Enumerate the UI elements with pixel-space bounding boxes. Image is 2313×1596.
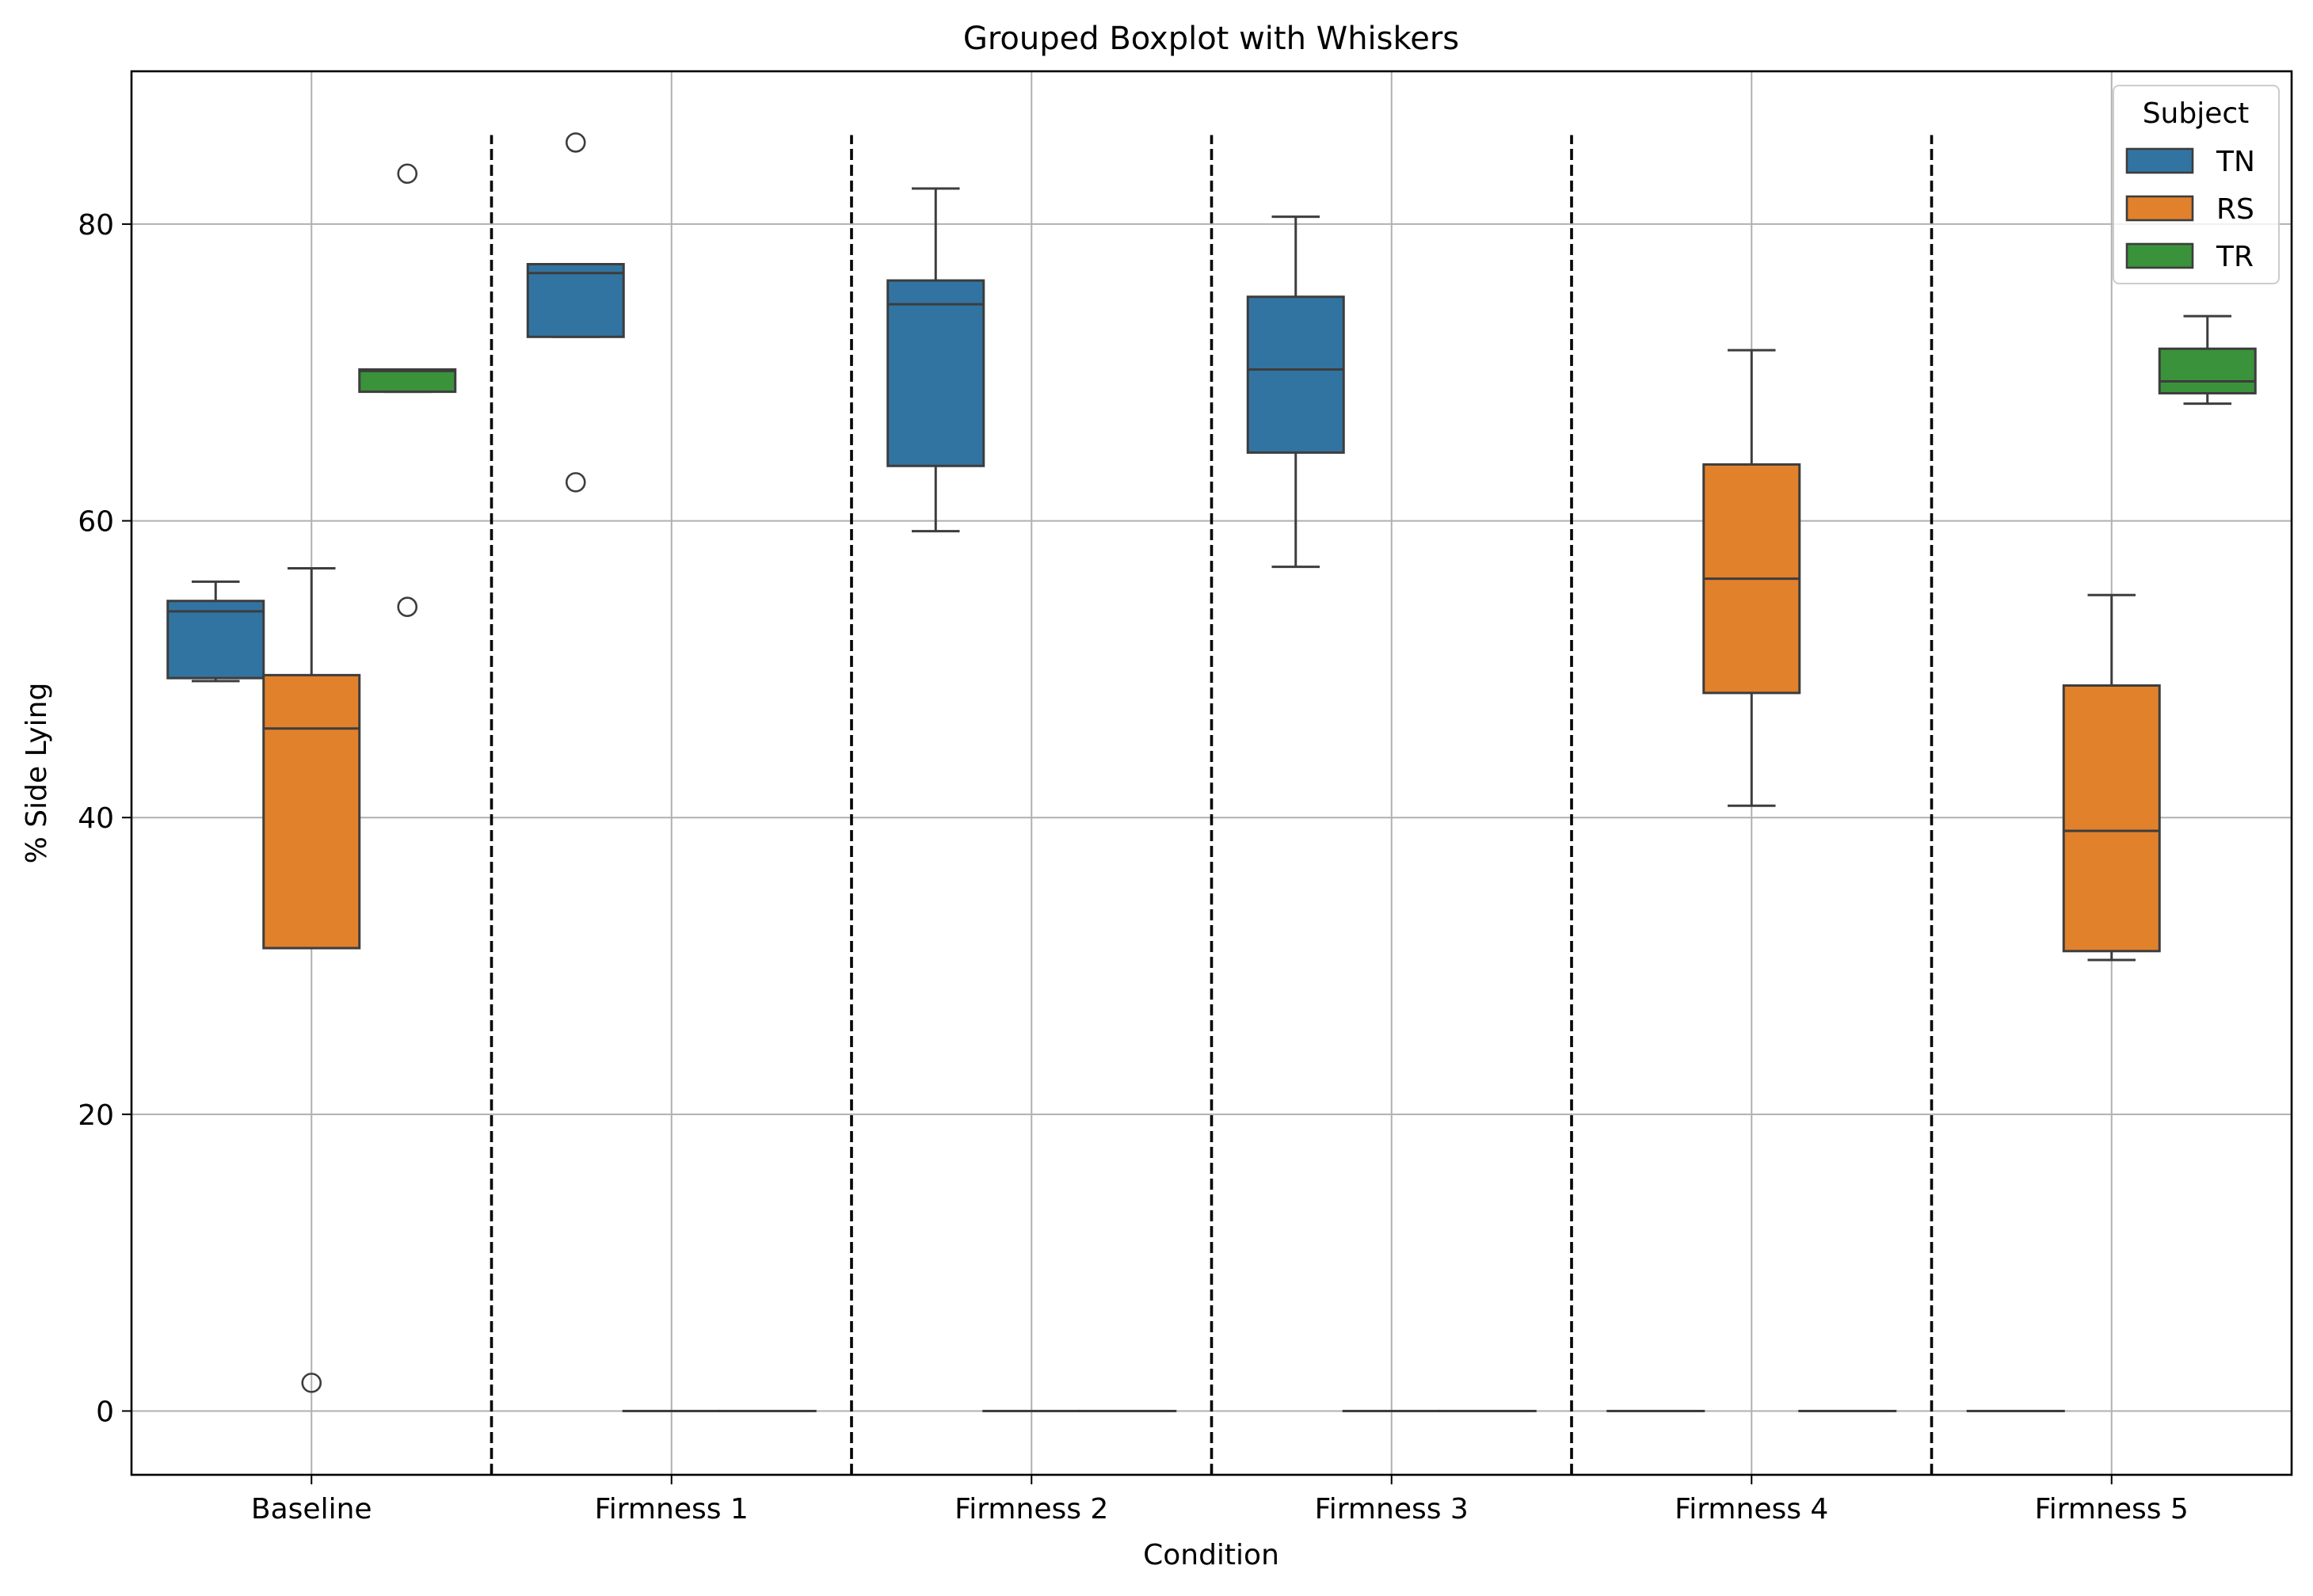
y-tick-label: 0 xyxy=(96,1396,114,1428)
box-layer xyxy=(166,132,2257,1412)
outlier-point xyxy=(397,163,418,185)
legend-items: TN RS TR xyxy=(2125,146,2255,273)
box-iqr xyxy=(526,263,625,338)
chart-title: Grouped Boxplot with Whiskers xyxy=(963,21,1459,57)
y-tick-label: 40 xyxy=(78,802,114,835)
box-tr-baseline xyxy=(358,163,457,618)
y-tick-label: 20 xyxy=(78,1099,114,1132)
legend-swatch-tr xyxy=(2125,242,2194,269)
y-tick-label: 60 xyxy=(78,506,114,539)
legend-swatch-tn xyxy=(2125,147,2194,174)
legend-label-tr: TR xyxy=(2216,241,2254,273)
x-tick-label: Firmness 4 xyxy=(1675,1493,1828,1526)
box-iqr xyxy=(886,279,985,467)
x-tick-label: Firmness 5 xyxy=(2035,1493,2189,1526)
box-iqr xyxy=(358,368,457,394)
legend-frame xyxy=(2113,85,2280,284)
box-tn-firmness-2 xyxy=(886,187,985,533)
outlier-point xyxy=(565,132,586,153)
x-tick-label: Baseline xyxy=(251,1493,372,1526)
legend-title: Subject xyxy=(2143,97,2250,130)
x-tick-label: Firmness 2 xyxy=(955,1493,1108,1526)
separator-layer xyxy=(490,135,1934,1475)
box-rs-firmness-4 xyxy=(1702,349,1801,807)
box-tn-firmness-1 xyxy=(526,132,625,493)
legend-label-tn: TN xyxy=(2216,146,2255,178)
box-rs-baseline xyxy=(262,567,361,1393)
x-axis-label: Condition xyxy=(1143,1539,1279,1571)
outlier-point xyxy=(397,596,418,618)
y-tick-label: 80 xyxy=(78,209,114,242)
x-tick-label: Firmness 3 xyxy=(1315,1493,1469,1526)
legend-swatch-rs xyxy=(2125,195,2194,222)
box-iqr xyxy=(166,600,265,680)
y-axis-label: % Side Lying xyxy=(21,683,53,864)
box-iqr xyxy=(2062,684,2161,953)
legend-label-rs: RS xyxy=(2216,193,2254,226)
outlier-point xyxy=(301,1373,322,1393)
legend: Subject TN RS TR xyxy=(2113,85,2280,284)
box-iqr xyxy=(2158,347,2257,394)
box-iqr xyxy=(262,673,361,950)
box-iqr xyxy=(1246,295,1345,454)
outlier-point xyxy=(565,472,586,493)
box-tn-baseline xyxy=(166,580,265,683)
tick-layer: 0 20 40 60 80 Baseline Firmness 1 Firmness 2 Fir… xyxy=(78,209,2189,1526)
plot-frame xyxy=(130,70,2293,1476)
box-rs-firmness-5 xyxy=(2062,593,2161,962)
box-tr-firmness-5 xyxy=(2158,314,2257,406)
x-tick-label: Firmness 1 xyxy=(595,1493,749,1526)
box-tn-firmness-3 xyxy=(1246,215,1345,569)
